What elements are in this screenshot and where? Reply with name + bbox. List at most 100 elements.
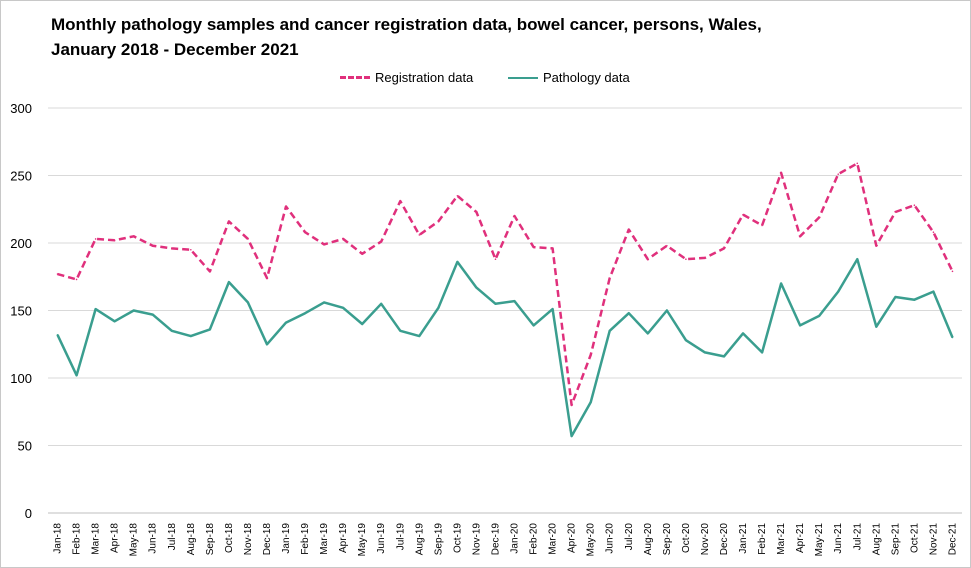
x-tick-label-oct-21: Oct-21 [909,523,920,553]
data-point-registration-may-18 [132,235,135,238]
legend-item-registration: Registration data [340,70,473,85]
data-point-pathology-oct-18 [228,281,230,283]
x-tick-label-jul-20: Jul-20 [624,523,635,551]
series-line-pathology [56,257,954,438]
data-point-pathology-apr-21 [799,324,801,327]
x-tick-label-apr-18: Apr-18 [110,523,121,553]
data-point-registration-dec-20 [723,247,725,250]
data-point-pathology-feb-21 [761,351,763,354]
chart-legend: Registration data Pathology data [0,70,971,90]
data-point-pathology-aug-21 [875,325,878,328]
data-point-registration-dec-19 [494,258,497,261]
x-tick-label-mar-18: Mar-18 [91,523,102,555]
data-point-registration-apr-21 [799,235,801,238]
data-point-pathology-aug-20 [647,332,649,335]
data-point-registration-may-21 [818,216,820,219]
data-point-registration-sep-20 [666,244,668,247]
x-tick-label-aug-19: Aug-19 [414,523,425,556]
data-point-pathology-sep-19 [437,307,440,309]
x-tick-label-sep-20: Sep-20 [662,523,673,556]
data-point-registration-mar-21 [780,172,782,174]
legend-swatch-pathology [508,76,538,79]
y-tick-label-250: 250 [10,169,32,184]
legend-label-registration: Registration data [375,70,474,85]
data-point-registration-oct-18 [228,220,230,223]
x-tick-label-may-19: May-19 [357,523,368,557]
data-point-pathology-jun-20 [608,329,611,332]
data-point-pathology-jan-21 [742,332,744,335]
legend-swatch-registration [340,76,370,79]
data-point-pathology-dec-20 [723,355,725,358]
x-tick-label-nov-18: Nov-18 [243,523,254,556]
data-point-pathology-mar-20 [551,308,554,310]
data-point-registration-aug-21 [875,244,878,247]
data-point-registration-jul-19 [399,200,402,202]
data-point-registration-mar-18 [94,238,97,240]
data-point-registration-may-20 [589,354,592,356]
data-point-pathology-dec-18 [266,343,268,346]
data-point-registration-jan-19 [285,205,287,208]
chart-title-line-1: Monthly pathology samples and cancer reg… [51,15,762,34]
x-tick-label-may-21: May-21 [814,523,825,557]
x-tick-label-jul-21: Jul-21 [852,523,863,551]
x-tick-label-jun-20: Jun-20 [605,523,616,554]
data-point-registration-jul-21 [856,162,859,165]
data-point-pathology-aug-19 [418,335,421,337]
data-point-pathology-apr-18 [113,320,116,323]
x-tick-label-dec-19: Dec-19 [490,523,501,556]
x-tick-label-mar-19: Mar-19 [319,523,330,555]
data-point-pathology-oct-21 [913,298,916,301]
x-tick-label-mar-20: Mar-20 [548,523,559,555]
x-tick-label-apr-21: Apr-21 [795,523,806,553]
data-point-pathology-jul-19 [399,329,402,332]
data-point-pathology-feb-20 [532,324,535,327]
data-point-registration-nov-18 [247,238,249,240]
data-point-registration-apr-18 [113,239,116,242]
data-point-pathology-jan-20 [513,300,516,302]
x-tick-label-jan-18: Jan-18 [53,523,64,554]
x-tick-label-oct-18: Oct-18 [224,523,235,553]
y-tick-label-50: 50 [18,439,32,454]
legend-label-pathology: Pathology data [543,70,630,85]
chart-title-line-2: January 2018 - December 2021 [51,40,299,59]
chart-title: Monthly pathology samples and cancer reg… [51,12,911,62]
series-line-registration [57,162,954,407]
data-point-registration-jun-18 [151,244,154,247]
data-point-pathology-may-19 [361,323,363,325]
data-point-pathology-may-18 [132,309,135,312]
data-point-registration-jun-19 [380,240,383,243]
x-tick-label-feb-20: Feb-20 [529,523,540,555]
data-point-pathology-sep-20 [666,309,668,312]
x-tick-label-sep-18: Sep-18 [205,523,216,556]
data-point-pathology-sep-18 [209,328,211,331]
data-point-pathology-oct-19 [456,261,459,263]
x-tick-label-nov-21: Nov-21 [928,523,939,556]
data-point-pathology-apr-20 [570,435,573,437]
data-point-registration-nov-21 [932,231,935,233]
x-tick-label-jul-18: Jul-18 [167,523,178,551]
data-point-registration-aug-20 [647,258,649,261]
x-tick-label-dec-20: Dec-20 [719,523,730,556]
data-point-registration-dec-21 [951,270,954,273]
x-tick-label-sep-19: Sep-19 [433,523,444,556]
x-tick-label-feb-19: Feb-19 [300,523,311,555]
data-point-pathology-jun-19 [380,302,383,305]
data-point-registration-jan-18 [56,273,59,275]
x-tick-label-mar-21: Mar-21 [776,523,787,555]
y-tick-label-300: 300 [10,101,32,116]
data-point-registration-nov-19 [475,211,478,213]
data-point-pathology-jul-21 [856,258,859,261]
data-point-registration-mar-19 [323,243,325,246]
data-point-pathology-nov-19 [475,286,478,289]
data-point-pathology-may-21 [818,315,820,317]
data-point-registration-feb-21 [761,224,763,227]
x-tick-label-dec-21: Dec-21 [947,523,958,556]
data-point-pathology-nov-18 [247,301,249,304]
x-tick-label-may-18: May-18 [129,523,140,557]
data-point-pathology-dec-21 [951,336,954,339]
data-point-pathology-dec-19 [494,302,497,305]
data-point-registration-sep-18 [209,270,211,273]
x-tick-label-feb-18: Feb-18 [72,523,83,555]
x-tick-label-may-20: May-20 [586,523,597,557]
data-point-registration-dec-18 [266,277,268,279]
